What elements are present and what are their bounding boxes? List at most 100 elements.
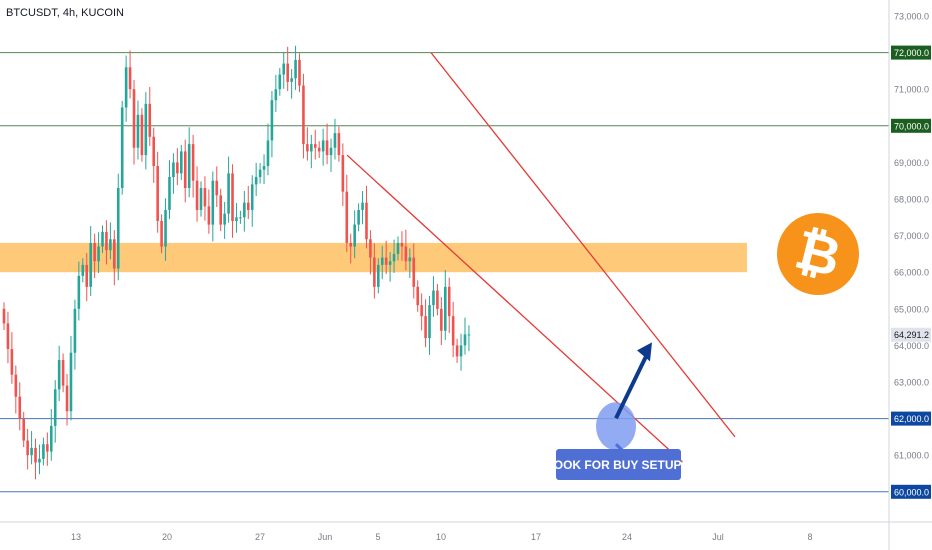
candle-body [231,173,234,221]
y-tick-label: 71,000.0 [894,85,929,95]
candle-body [136,114,140,148]
x-tick-label: 8 [807,532,812,542]
candle-body [282,63,286,75]
y-tick-label: 67,000.0 [894,231,929,241]
y-tick-label: 68,000.0 [894,195,929,205]
candle-body [432,290,435,306]
candle-body [148,103,152,137]
candle-body [176,162,179,174]
candle-body [294,59,297,79]
y-tick-label: 64,000.0 [894,341,929,351]
candle-body [239,217,242,219]
x-tick-label: 13 [71,532,81,542]
candle-body [392,253,396,262]
candle-body [436,290,439,309]
y-tick-label: 70,000.0 [894,121,929,131]
candle-body [306,144,309,152]
candle-body [443,286,447,331]
candle-body [361,202,364,210]
y-tick-label: 73,000.0 [894,12,929,22]
candle-body [65,385,69,412]
current-price-label: 64,291.2 [894,330,929,340]
candle-body [455,345,459,357]
y-tick-label: 65,000.0 [894,304,929,314]
candle-body [38,458,41,463]
candle-body [467,334,471,336]
candle-body [227,173,230,214]
candle-body [124,67,128,108]
candle-body [329,147,333,156]
channel-upper-line [430,52,736,438]
candle-body [270,100,274,141]
candle-body [337,133,341,156]
candle-body [172,162,175,178]
candle-body [42,444,45,459]
candle-body [46,444,49,452]
candle-body [120,107,124,189]
candle-body [85,264,89,287]
candle-body [219,195,222,225]
candle-body [447,286,451,317]
candle-body [144,103,148,156]
candle-body [377,264,380,287]
candle-body [191,144,195,181]
candle-body [459,345,463,357]
candle-body [109,239,112,251]
candle-body [116,188,120,269]
candle-body [203,188,207,207]
candle-body [183,151,187,189]
candle-body [6,323,10,350]
candle-body [34,447,37,463]
candle-body [14,374,18,397]
candle-body [69,352,73,412]
candle-body [195,180,199,210]
y-tick-label: 60,000.0 [894,487,929,497]
buy-callout-text: LOOK FOR BUY SETUPS [546,458,689,472]
candle-body [187,144,191,189]
x-tick-label: Jun [318,532,333,542]
candle-body [290,78,293,82]
candle-body [408,257,412,262]
price-tag [891,484,931,499]
candle-body [164,209,167,247]
candle-body [325,140,329,156]
candle-body [81,264,85,276]
candle-body [258,169,262,178]
buy-arrow-head [637,342,652,362]
candle-body [369,239,372,258]
candle-body [243,202,246,218]
y-tick-label: 61,000.0 [894,451,929,461]
candle-body [302,85,305,145]
candle-body [404,246,408,262]
candle-body [428,305,431,339]
candle-body [101,231,104,247]
candle-body [223,213,226,225]
x-tick-label: 10 [436,532,446,542]
candle-body [463,334,467,346]
candle-body [250,184,254,210]
candle-body [77,275,81,309]
candle-body [22,418,25,441]
candle-body [215,180,219,196]
candle-body [132,89,136,148]
candle-body [357,209,360,225]
candle-body [278,74,282,90]
x-tick-label: 27 [255,532,265,542]
candle-body [345,191,349,243]
candle-body [180,151,183,174]
price-tag [891,411,931,426]
candle-body [211,180,215,225]
x-tick-label: 20 [162,532,172,542]
price-axis [889,0,932,550]
x-tick-label: Jul [712,532,724,542]
candle-body [168,177,171,210]
x-tick-label: 24 [622,532,632,542]
candle-body [156,166,159,221]
candle-body [396,242,400,254]
buy-callout-box [556,449,681,480]
y-tick-label: 63,000.0 [894,378,929,388]
symbol-label: BTCUSDT, 4h, KUCOIN [6,7,124,19]
candle-body [207,206,211,225]
